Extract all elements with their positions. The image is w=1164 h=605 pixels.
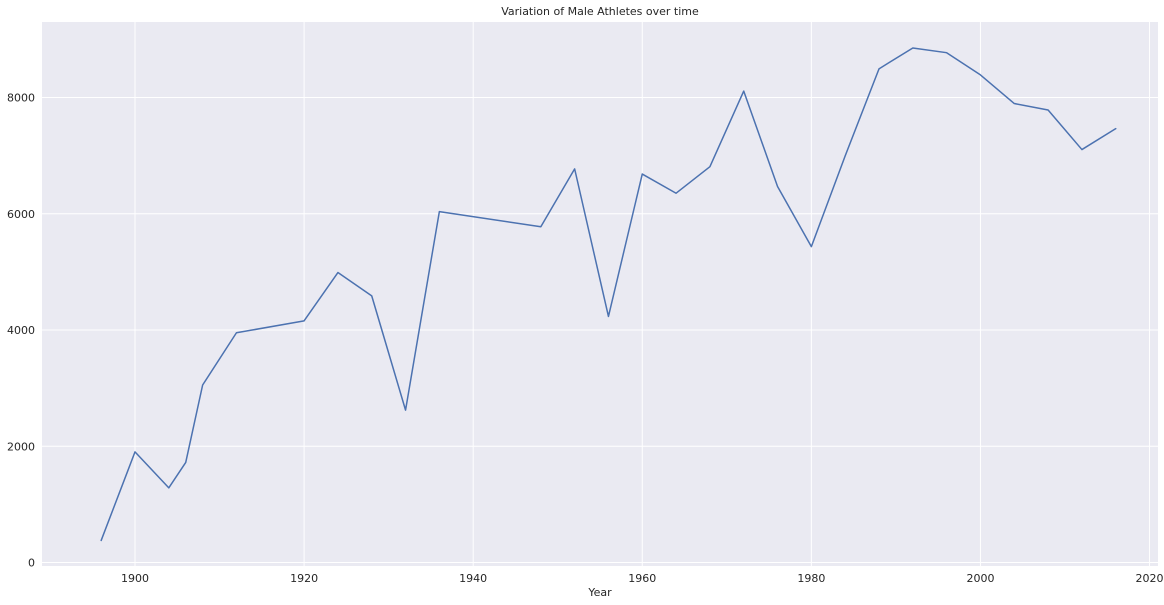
plot-area <box>42 22 1158 566</box>
y-tick-label-2000: 2000 <box>7 440 35 453</box>
horizontal-gridlines <box>42 97 1158 564</box>
x-tick-label-1920: 1920 <box>290 572 318 585</box>
x-tick-label-1960: 1960 <box>628 572 656 585</box>
x-tick-label-1900: 1900 <box>121 572 149 585</box>
x-tick-label-1940: 1940 <box>459 572 487 585</box>
y-tick-label-8000: 8000 <box>7 92 35 105</box>
vertical-gridlines <box>134 22 1151 566</box>
x-tick-label-1980: 1980 <box>797 572 825 585</box>
chart-title: Variation of Male Athletes over time <box>501 5 699 18</box>
x-axis-label: Year <box>587 586 612 599</box>
y-tick-label-0: 0 <box>28 557 35 570</box>
y-tick-label-4000: 4000 <box>7 324 35 337</box>
x-axis-tick-labels: 1900 1920 1940 1960 1980 2000 2020 <box>121 572 1164 585</box>
y-axis-tick-labels: 0 2000 4000 6000 8000 <box>7 92 35 570</box>
series-line <box>100 47 1117 542</box>
x-tick-label-2020: 2020 <box>1136 572 1164 585</box>
x-tick-label-2000: 2000 <box>966 572 994 585</box>
y-tick-label-6000: 6000 <box>7 208 35 221</box>
